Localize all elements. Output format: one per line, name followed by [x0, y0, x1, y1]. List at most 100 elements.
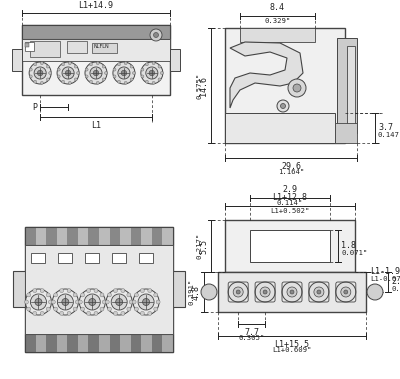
Circle shape — [287, 287, 297, 297]
Circle shape — [60, 288, 64, 293]
Circle shape — [288, 79, 306, 97]
Circle shape — [228, 282, 248, 302]
Text: L1+14.9: L1+14.9 — [78, 1, 114, 10]
Circle shape — [141, 75, 144, 78]
Circle shape — [127, 307, 131, 311]
Bar — [99, 334, 110, 352]
Circle shape — [130, 65, 133, 68]
Bar — [225, 28, 345, 143]
Bar — [218, 272, 366, 312]
Circle shape — [156, 300, 160, 304]
Circle shape — [111, 294, 127, 310]
Text: L1+12.8: L1+12.8 — [272, 193, 308, 202]
Bar — [30, 41, 60, 57]
Circle shape — [145, 63, 148, 66]
Circle shape — [94, 288, 98, 293]
Bar — [57, 334, 67, 352]
Circle shape — [105, 300, 109, 304]
Circle shape — [40, 288, 44, 293]
Circle shape — [100, 293, 104, 297]
Circle shape — [118, 80, 120, 83]
Circle shape — [277, 100, 289, 112]
Bar — [25, 43, 29, 47]
Bar — [32, 253, 46, 263]
Circle shape — [152, 81, 155, 85]
Circle shape — [57, 62, 79, 84]
Circle shape — [62, 299, 69, 305]
Circle shape — [100, 307, 104, 311]
Circle shape — [233, 287, 243, 297]
Circle shape — [60, 312, 64, 315]
Circle shape — [102, 300, 106, 304]
Circle shape — [49, 72, 52, 75]
Bar — [250, 230, 330, 262]
Circle shape — [134, 293, 138, 297]
Circle shape — [290, 290, 294, 294]
Text: L1-0.075": L1-0.075" — [370, 276, 400, 282]
Circle shape — [141, 68, 144, 71]
Text: 0.114": 0.114" — [277, 200, 303, 206]
Bar — [25, 227, 173, 352]
Bar — [120, 334, 131, 352]
Bar — [36, 227, 46, 245]
Bar — [78, 227, 88, 245]
Text: 0.575": 0.575" — [196, 72, 202, 99]
Circle shape — [80, 293, 84, 297]
Circle shape — [38, 70, 43, 76]
Circle shape — [86, 288, 90, 293]
Circle shape — [68, 62, 71, 65]
Circle shape — [73, 293, 77, 297]
Circle shape — [33, 288, 37, 293]
Bar — [92, 43, 117, 53]
Bar — [162, 227, 173, 245]
Circle shape — [124, 62, 127, 65]
Text: NLFLN: NLFLN — [94, 44, 110, 49]
Text: 0.087": 0.087" — [391, 286, 400, 292]
Text: P: P — [32, 102, 37, 111]
Circle shape — [118, 63, 120, 66]
Bar — [347, 46, 355, 126]
Circle shape — [94, 312, 98, 315]
Circle shape — [57, 294, 73, 310]
Polygon shape — [230, 42, 303, 108]
Bar — [78, 334, 88, 352]
Circle shape — [62, 80, 64, 83]
Circle shape — [96, 62, 99, 65]
Text: 1.164": 1.164" — [278, 169, 304, 175]
Bar — [225, 220, 355, 272]
Circle shape — [34, 63, 37, 66]
Bar — [173, 271, 185, 307]
Bar — [67, 334, 78, 352]
Text: 0.191": 0.191" — [189, 279, 195, 305]
Circle shape — [154, 33, 158, 38]
Bar — [57, 227, 67, 245]
Bar — [99, 227, 110, 245]
Bar — [110, 334, 120, 352]
Circle shape — [89, 299, 96, 305]
Circle shape — [129, 300, 133, 304]
Circle shape — [79, 289, 105, 315]
Bar — [22, 39, 170, 61]
Bar — [13, 271, 25, 307]
Text: 2.9: 2.9 — [282, 185, 298, 194]
Bar — [170, 49, 180, 71]
Circle shape — [336, 282, 356, 302]
Circle shape — [154, 293, 158, 297]
Bar — [139, 253, 153, 263]
Circle shape — [57, 75, 60, 78]
Circle shape — [282, 282, 302, 302]
Circle shape — [132, 72, 136, 75]
Circle shape — [62, 67, 74, 79]
Circle shape — [260, 287, 270, 297]
Bar — [25, 334, 36, 352]
Circle shape — [48, 300, 52, 304]
Circle shape — [158, 78, 161, 81]
Text: 7.7: 7.7 — [244, 328, 259, 337]
Circle shape — [255, 282, 275, 302]
Text: 14.6: 14.6 — [199, 75, 208, 96]
Circle shape — [201, 284, 217, 300]
Circle shape — [148, 312, 152, 315]
Circle shape — [67, 288, 71, 293]
Circle shape — [46, 65, 49, 68]
Bar — [141, 227, 152, 245]
